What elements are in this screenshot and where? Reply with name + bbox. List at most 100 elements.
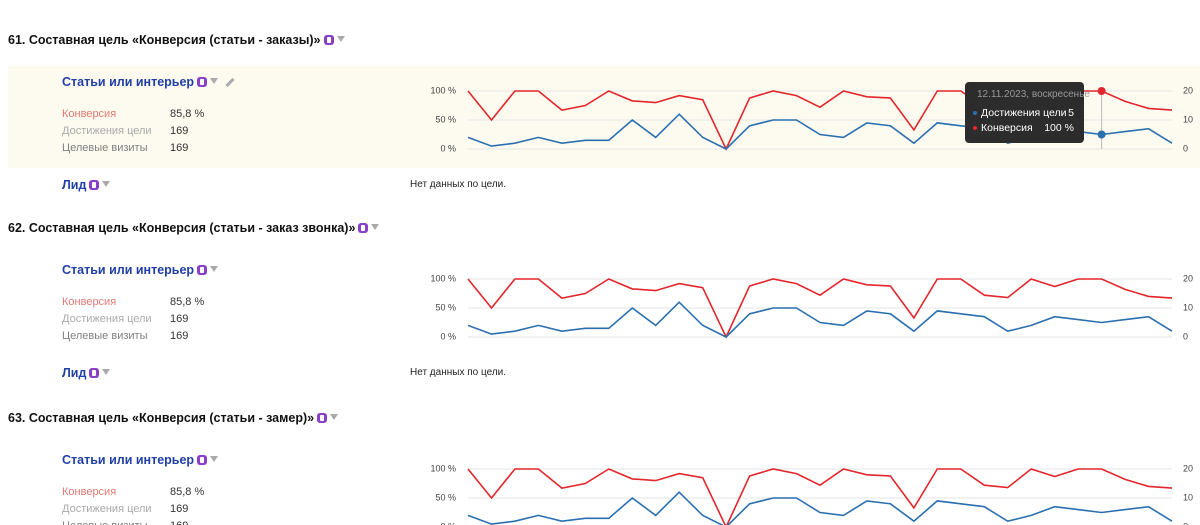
tooltip-name: Достижения цели	[981, 105, 1067, 121]
metric-value: 169	[170, 311, 188, 327]
goal-name[interactable]: Статьи или интерьер	[62, 452, 219, 468]
y-tick-label: 100 %	[430, 463, 456, 473]
no-data: Нет данных по цели.	[410, 365, 506, 381]
metric-value: 169	[170, 123, 188, 139]
series-line	[467, 491, 1173, 525]
metric-label: Целевые визиты	[62, 518, 147, 525]
metric-label: Конверсия	[62, 484, 116, 500]
y-tick-label: 0 %	[440, 143, 456, 153]
goal-icon[interactable]	[197, 455, 208, 465]
y2-tick-label: 10	[1183, 492, 1193, 502]
filter-icon[interactable]	[102, 369, 111, 375]
goal-icon[interactable]	[323, 35, 334, 45]
y-tick-label: 0 %	[440, 331, 456, 341]
goal-icon[interactable]	[89, 180, 100, 190]
tooltip-value-text: 100 %	[1044, 122, 1074, 134]
tooltip-name-text: Достижения цели	[981, 107, 1067, 119]
tooltip-name-text: Конверсия	[981, 122, 1033, 134]
filter-icon[interactable]	[330, 414, 339, 420]
hover-point	[1097, 87, 1106, 95]
goal-icon[interactable]	[89, 368, 100, 378]
goal-name[interactable]: Лид	[62, 365, 111, 381]
metric-value: 85,8 %	[170, 106, 204, 122]
metric-label: Конверсия	[62, 106, 116, 122]
y2-tick-label: 20	[1183, 463, 1193, 473]
y2-tick-label: 0	[1183, 143, 1188, 153]
metric-value: 169	[170, 518, 188, 525]
section-title: 61. Составная цель «Конверсия (статьи - …	[8, 32, 345, 48]
filter-icon[interactable]	[336, 36, 345, 42]
legend-dot	[973, 126, 977, 130]
y2-tick-label: 10	[1183, 114, 1193, 124]
y2-tick-label: 0	[1183, 331, 1188, 341]
tooltip-date: 12.11.2023, воскресенье	[977, 87, 1090, 103]
tooltip: 12.11.2023, воскресенье Достижения цели 5 К…	[965, 82, 1090, 143]
tooltip-value: 5	[1068, 105, 1074, 121]
metric-value-text: 85,8 %	[170, 296, 205, 308]
metric-value-text: 85,8 %	[170, 108, 205, 120]
goal-name[interactable]: Лид	[62, 177, 111, 193]
metric-label-text: Достижения цели	[62, 125, 152, 137]
section-title-text: 63. Составная цель «Конверсия (статьи - …	[8, 411, 315, 425]
metric-value: 85,8 %	[170, 484, 204, 500]
series-line	[467, 468, 1173, 525]
filter-icon[interactable]	[102, 181, 111, 187]
metric-value: 85,8 %	[170, 294, 204, 310]
metric-label: Целевые визиты	[62, 328, 147, 344]
goal-name-text: Статьи или интерьер	[62, 263, 195, 277]
goal-icon[interactable]	[197, 77, 208, 87]
goal-icon[interactable]	[197, 265, 208, 275]
tooltip-date-text: 12.11.2023, воскресенье	[977, 89, 1090, 100]
metric-value-text: 169	[170, 520, 188, 525]
filter-icon[interactable]	[210, 266, 219, 272]
goal-name-text: Статьи или интерьер	[62, 75, 195, 89]
filter-icon[interactable]	[371, 224, 380, 230]
metric-value-text: 169	[170, 503, 189, 515]
y-tick-label: 50 %	[435, 114, 456, 124]
metric-label: Конверсия	[62, 294, 116, 310]
y2-tick-label: 20	[1183, 273, 1193, 283]
goal-name-text: Статьи или интерьер	[62, 453, 195, 467]
goal-icon[interactable]	[358, 223, 369, 233]
y-tick-label: 50 %	[435, 302, 456, 312]
y-tick-label: 100 %	[430, 85, 456, 95]
metric-label: Достижения цели	[62, 123, 152, 139]
y2-tick-label: 0	[1183, 521, 1188, 525]
metric-value: 169	[170, 140, 188, 156]
metric-label-text: Конверсия	[62, 296, 117, 308]
section-title: 63. Составная цель «Конверсия (статьи - …	[8, 410, 339, 426]
section-title-text: 62. Составная цель «Конверсия (статьи - …	[8, 221, 356, 235]
goal-name[interactable]: Статьи или интерьер	[62, 262, 219, 278]
hover-point	[1097, 130, 1106, 139]
metric-label-text: Конверсия	[62, 108, 117, 120]
section-title-text: 61. Составная цель «Конверсия (статьи - …	[8, 33, 321, 47]
y-tick-label: 0 %	[440, 521, 456, 525]
metric-value: 169	[170, 501, 188, 517]
tooltip-value: 100 %	[1044, 120, 1074, 136]
series-line	[467, 278, 1173, 339]
series-line	[467, 301, 1173, 338]
metric-value-text: 169	[170, 125, 189, 137]
metric-label-text: Достижения цели	[62, 313, 152, 325]
metric-label: Достижения цели	[62, 311, 152, 327]
section-title: 62. Составная цель «Конверсия (статьи - …	[8, 220, 380, 236]
metric-value-text: 85,8 %	[170, 486, 205, 498]
legend-dot	[973, 111, 977, 115]
no-data-text: Нет данных по цели.	[410, 367, 507, 378]
filter-icon[interactable]	[210, 456, 219, 462]
y-tick-label: 100 %	[430, 273, 456, 283]
metric-label-text: Целевые визиты	[62, 330, 148, 342]
metric-label: Достижения цели	[62, 501, 152, 517]
metric-label: Целевые визиты	[62, 140, 147, 156]
metric-label-text: Достижения цели	[62, 503, 152, 515]
metric-value-text: 169	[170, 313, 189, 325]
y-tick-label: 50 %	[435, 492, 456, 502]
filter-icon[interactable]	[210, 78, 219, 84]
metric-value-text: 169	[170, 330, 189, 342]
y2-tick-label: 10	[1183, 302, 1193, 312]
goal-name[interactable]: Статьи или интерьер	[62, 74, 235, 90]
goal-name-text: Лид	[62, 366, 87, 380]
goal-icon[interactable]	[317, 413, 328, 423]
